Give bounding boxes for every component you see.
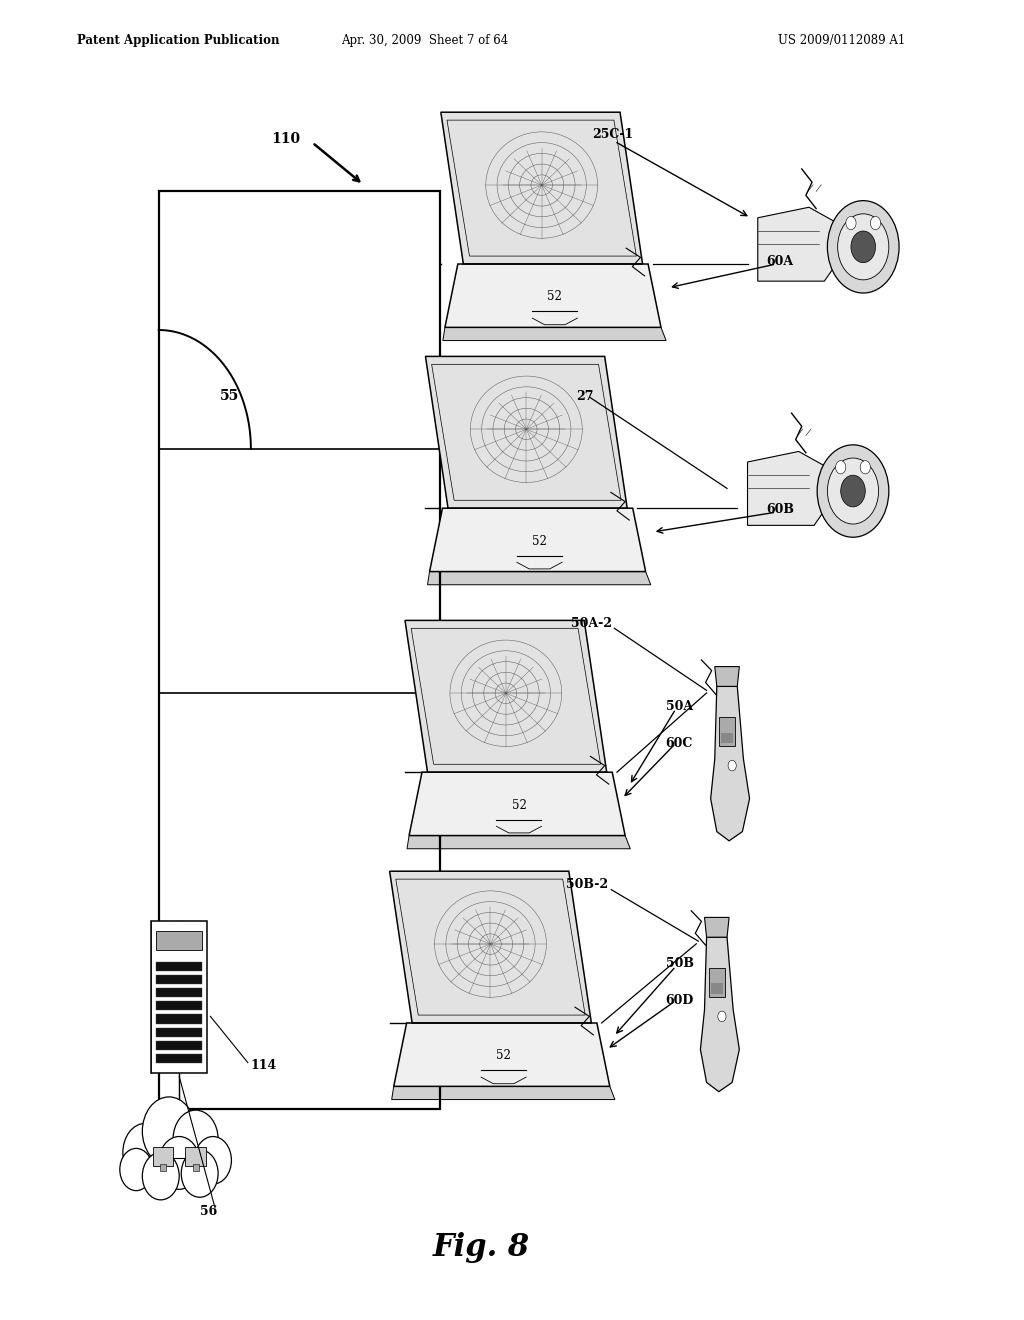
- Circle shape: [817, 445, 889, 537]
- Polygon shape: [391, 1086, 614, 1100]
- Text: 110: 110: [271, 132, 300, 145]
- Polygon shape: [409, 772, 625, 836]
- Bar: [159, 191, 440, 1109]
- Text: 50B: 50B: [666, 957, 693, 970]
- Bar: [719, 717, 735, 746]
- Text: 52: 52: [548, 290, 562, 304]
- Text: 60A: 60A: [766, 255, 793, 268]
- Polygon shape: [748, 451, 833, 525]
- Polygon shape: [440, 112, 643, 264]
- Circle shape: [846, 216, 856, 230]
- Bar: [156, 974, 203, 985]
- Circle shape: [851, 231, 876, 263]
- Circle shape: [120, 1148, 153, 1191]
- Bar: [721, 733, 733, 743]
- Circle shape: [173, 1110, 218, 1168]
- Circle shape: [123, 1123, 168, 1181]
- Circle shape: [142, 1097, 196, 1166]
- Circle shape: [181, 1150, 218, 1197]
- Polygon shape: [715, 667, 739, 686]
- Circle shape: [870, 216, 881, 230]
- Polygon shape: [700, 937, 739, 1092]
- Circle shape: [827, 201, 899, 293]
- Bar: [156, 932, 203, 950]
- Polygon shape: [407, 836, 631, 849]
- Text: Apr. 30, 2009  Sheet 7 of 64: Apr. 30, 2009 Sheet 7 of 64: [341, 34, 509, 48]
- Text: US 2009/0112089 A1: US 2009/0112089 A1: [778, 34, 905, 48]
- Circle shape: [836, 461, 846, 474]
- Text: 52: 52: [512, 799, 526, 812]
- Polygon shape: [758, 207, 843, 281]
- Bar: [193, 1164, 199, 1171]
- Polygon shape: [430, 508, 646, 572]
- Circle shape: [159, 1137, 200, 1189]
- Circle shape: [728, 760, 736, 771]
- Text: 60D: 60D: [666, 994, 694, 1007]
- Text: 52: 52: [532, 535, 547, 548]
- Bar: [156, 1014, 203, 1024]
- Text: 114: 114: [251, 1059, 278, 1072]
- Text: 52: 52: [497, 1049, 511, 1063]
- Circle shape: [718, 1011, 726, 1022]
- Polygon shape: [705, 917, 729, 937]
- Bar: [156, 1001, 203, 1011]
- Polygon shape: [444, 264, 662, 327]
- Bar: [156, 987, 203, 998]
- Bar: [160, 1164, 166, 1171]
- Text: 56: 56: [200, 1205, 217, 1218]
- Text: 27: 27: [577, 389, 594, 403]
- Polygon shape: [393, 1023, 610, 1086]
- Bar: [153, 1147, 173, 1166]
- Bar: [156, 1040, 203, 1051]
- Text: Patent Application Publication: Patent Application Publication: [77, 34, 280, 48]
- Polygon shape: [428, 572, 651, 585]
- Text: 50A: 50A: [666, 700, 692, 713]
- Polygon shape: [442, 327, 667, 341]
- Text: 60C: 60C: [666, 737, 693, 750]
- Bar: [185, 1147, 206, 1166]
- Text: 50A-2: 50A-2: [571, 616, 612, 630]
- Circle shape: [827, 458, 879, 524]
- Bar: [152, 921, 207, 1072]
- Circle shape: [841, 475, 865, 507]
- Circle shape: [860, 461, 870, 474]
- Bar: [156, 961, 203, 972]
- Circle shape: [838, 214, 889, 280]
- Circle shape: [195, 1137, 231, 1184]
- Text: 60B: 60B: [766, 503, 794, 516]
- Polygon shape: [404, 620, 606, 772]
- Circle shape: [142, 1152, 179, 1200]
- Text: Fig. 8: Fig. 8: [433, 1232, 529, 1263]
- Text: 25C-1: 25C-1: [592, 128, 633, 141]
- Bar: [711, 983, 723, 994]
- Bar: [156, 1053, 203, 1064]
- Bar: [709, 968, 725, 997]
- Polygon shape: [426, 356, 627, 508]
- Polygon shape: [389, 871, 592, 1023]
- Text: 55: 55: [220, 389, 240, 403]
- Polygon shape: [711, 686, 750, 841]
- Bar: [156, 1027, 203, 1038]
- Text: 50B-2: 50B-2: [566, 878, 608, 891]
